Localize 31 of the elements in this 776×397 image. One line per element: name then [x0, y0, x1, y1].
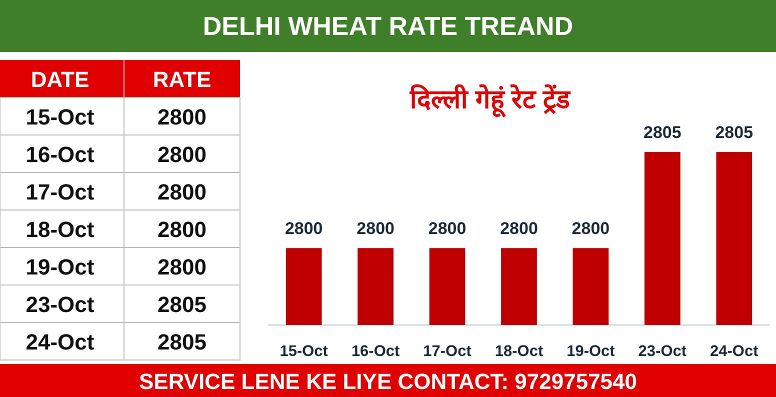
- title-band: DELHI WHEAT RATE TREAND: [0, 0, 776, 52]
- data-label: 2805: [644, 123, 682, 142]
- chart-title: दिल्ली गेहूं रेट ट्रेंड: [409, 84, 571, 118]
- data-label: 2800: [158, 104, 206, 130]
- data-label: 2805: [715, 123, 754, 142]
- data-label: 2800: [158, 142, 206, 167]
- x-tick-label: 23-Oct: [638, 343, 687, 360]
- data-label: 2800: [572, 219, 610, 238]
- footer-band: SERVICE LENE KE LIYE CONTACT: 9729757540: [0, 364, 776, 397]
- x-tick-label: 15-Oct: [280, 343, 328, 360]
- data-table: DATE RATE 15-Oct 2800 16-Oct 2800 17-Oct 2800 18-Oct 2800 19-Oct 2800 23-Oct 2805 24-Oct 2805: [0, 60, 240, 360]
- x-tick-label: 17-Oct: [423, 343, 472, 360]
- category-label: 15-Oct: [26, 104, 95, 130]
- data-label: 2800: [500, 219, 538, 238]
- category-label: 18-Oct: [26, 216, 95, 242]
- data-label: 2805: [158, 292, 206, 317]
- category-label: 16-Oct: [26, 142, 95, 167]
- data-label: 2800: [158, 254, 206, 280]
- x-tick-label: 16-Oct: [351, 343, 400, 360]
- data-label: 2800: [284, 219, 323, 238]
- data-label: 2800: [356, 219, 394, 238]
- data-label: 2805: [158, 329, 206, 354]
- data-label: 2800: [428, 219, 466, 238]
- x-tick-label: 19-Oct: [566, 343, 615, 360]
- category-label: 23-Oct: [26, 292, 95, 317]
- x-tick-label: 18-Oct: [494, 343, 544, 360]
- x-tick-label: 24-Oct: [710, 343, 758, 360]
- category-label: 17-Oct: [26, 179, 95, 204]
- data-label: 2800: [158, 216, 206, 242]
- data-label: 2800: [158, 179, 206, 204]
- category-label: 19-Oct: [26, 254, 95, 280]
